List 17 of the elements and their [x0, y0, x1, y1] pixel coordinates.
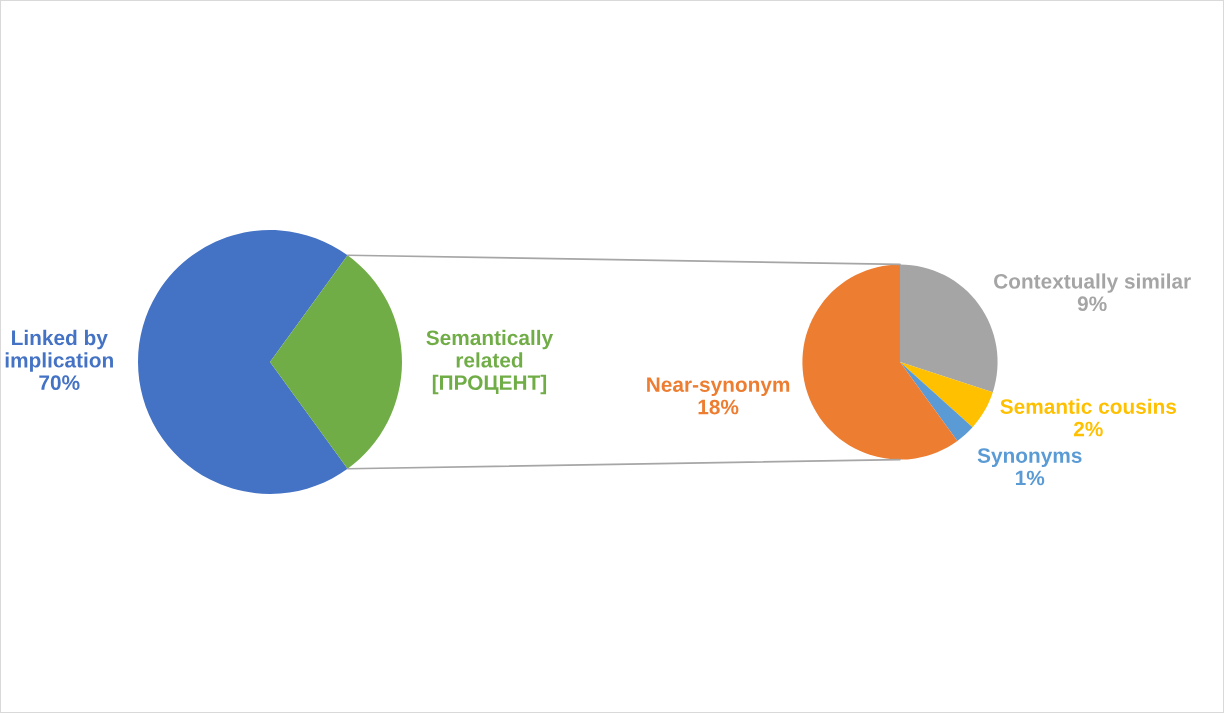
- slice-label: Synonyms: [977, 448, 1082, 468]
- data-label: 18%: [698, 399, 739, 415]
- pie-slice: [138, 230, 348, 494]
- data-label: 2%: [1073, 421, 1103, 437]
- slice-label: Contextually similar: [994, 273, 1191, 293]
- slice-label: Semantic cousins: [1000, 398, 1177, 414]
- pie-slice: [900, 362, 993, 428]
- slice-label: Near-synonym: [647, 377, 790, 397]
- data-label: [ПРОЦЕНТ]: [432, 374, 547, 395]
- slice-label: Semantically related: [426, 329, 554, 368]
- pie-slice: [900, 362, 973, 441]
- data-label: 1%: [1015, 470, 1045, 486]
- slice-label: Linked by implication: [5, 329, 113, 372]
- data-label: 9%: [1077, 296, 1107, 312]
- pie-slice: [270, 255, 402, 469]
- pie-slice: [802, 264, 958, 460]
- data-label: 70%: [39, 375, 80, 391]
